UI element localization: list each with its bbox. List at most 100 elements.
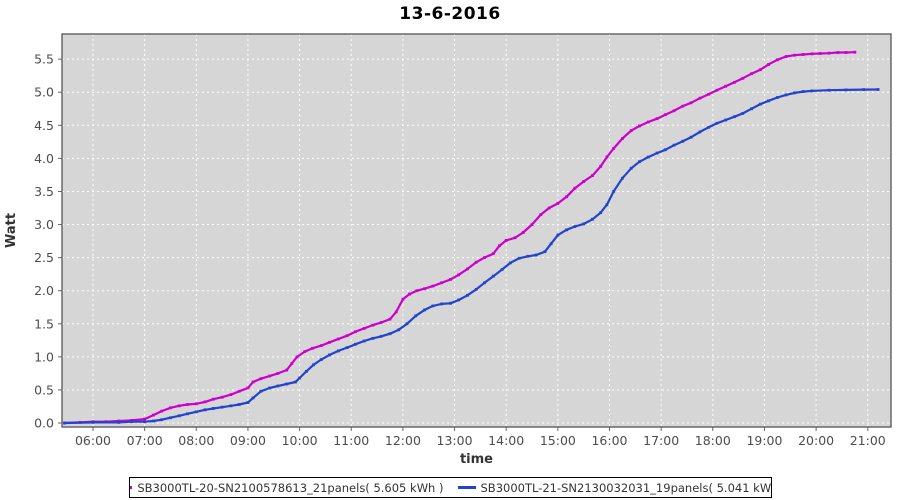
series-0-marker-47 (474, 260, 478, 264)
series-0-marker-16 (229, 393, 233, 396)
series-1-marker-70 (689, 135, 693, 139)
series-0-marker-87 (810, 52, 814, 56)
series-0-marker-51 (504, 239, 508, 242)
x-tick-label-11: 17:00 (643, 433, 679, 448)
y-tick-label-9: 4.5 (34, 118, 54, 133)
series-0-marker-23 (285, 368, 289, 372)
series-1-marker-78 (758, 102, 762, 106)
series-0-marker-54 (530, 223, 534, 226)
series-1-marker-82 (793, 91, 796, 95)
chart-canvas: 0.0 0.5 1.0 1.5 2.0 2.5 3.0 3.5 4.0 4.5 5.0 5.5 06:0… (4, 33, 892, 467)
series-0-marker-61 (591, 174, 594, 177)
series-1-marker-61 (612, 190, 616, 193)
series-1-marker-64 (638, 160, 641, 164)
series-0-marker-32 (353, 330, 357, 334)
series-1-marker-32 (371, 336, 375, 340)
x-tick-label-13: 19:00 (746, 433, 782, 448)
y-tick-label-2: 1.0 (34, 349, 54, 364)
series-0-marker-14 (211, 397, 215, 401)
series-1-marker-58 (591, 217, 594, 221)
series-0-marker-56 (547, 206, 551, 210)
series-0-marker-74 (698, 96, 702, 100)
series-0-marker-34 (371, 323, 375, 327)
series-1-marker-79 (767, 99, 770, 103)
x-tick-label-15: 21:00 (850, 433, 886, 448)
series-1-marker-67 (663, 148, 667, 152)
series-1-marker-36 (405, 322, 409, 326)
y-tick-label-8: 4.0 (34, 151, 54, 166)
series-0-marker-42 (431, 284, 435, 288)
series-1-marker-51 (534, 253, 538, 257)
series-0-marker-71 (672, 109, 676, 113)
series-1-marker-88 (876, 88, 880, 91)
series-0-marker-86 (801, 53, 805, 56)
series-0-marker-92 (853, 50, 857, 54)
series-1-marker-33 (379, 334, 383, 338)
series-1-marker-74 (724, 118, 728, 122)
series-1-marker-55 (565, 228, 569, 232)
x-tick-label-14: 20:00 (798, 433, 834, 448)
series-1-marker-35 (397, 328, 401, 332)
series-1-marker-6 (160, 418, 164, 422)
series-1-marker-68 (672, 143, 676, 147)
series-0-marker-90 (836, 51, 840, 54)
series-0-marker-39 (408, 292, 412, 296)
series-0-marker-75 (707, 92, 711, 96)
series-0-marker-43 (440, 281, 444, 285)
series-0-marker-76 (715, 88, 719, 92)
series-0-marker-12 (194, 402, 198, 406)
x-tick-label-9: 15:00 (540, 433, 576, 448)
series-1-marker-48 (508, 261, 512, 265)
series-1-marker-13 (220, 405, 224, 409)
series-1-marker-44 (474, 287, 478, 291)
series-1-marker-41 (449, 301, 452, 305)
series-1-marker-4 (143, 420, 147, 424)
series-1-marker-22 (294, 380, 297, 384)
series-0-marker-7 (152, 413, 155, 417)
series-1-marker-80 (775, 96, 779, 99)
series-0-marker-8 (160, 409, 164, 413)
series-0-marker-55 (539, 213, 543, 217)
series-1-marker-46 (491, 274, 495, 278)
series-0-marker-10 (177, 404, 181, 408)
series-1-marker-17 (251, 396, 255, 400)
series-0-marker-30 (336, 337, 340, 341)
series-0-marker-77 (724, 84, 728, 88)
series-1-marker-47 (500, 268, 504, 271)
series-0-marker-53 (521, 231, 525, 234)
series-0-marker-40 (415, 289, 419, 293)
series-0-marker-28 (319, 344, 323, 348)
series-0-marker-15 (220, 395, 224, 399)
series-0-marker-58 (565, 195, 569, 199)
series-1-marker-5 (152, 419, 155, 423)
x-tick-label-2: 08:00 (178, 433, 214, 448)
series-0-marker-63 (605, 155, 609, 159)
series-0-marker-80 (750, 72, 753, 76)
series-1-marker-86 (844, 88, 848, 92)
series-0-marker-67 (638, 124, 641, 128)
series-0-marker-64 (612, 147, 616, 150)
series-1-marker-37 (414, 314, 418, 318)
series-1-marker-83 (801, 90, 805, 93)
legend-box: SB3000TL-20-SN2100578613_21panels( 5.605… (129, 477, 772, 498)
chart-title: 13-6-2016 (399, 4, 501, 24)
series-0-marker-48 (483, 256, 486, 260)
x-tick-label-5: 11:00 (333, 433, 369, 448)
series-0-marker-36 (388, 317, 392, 321)
series-0-marker-41 (423, 287, 426, 291)
series-1-marker-1 (91, 420, 95, 424)
series-1-marker-72 (707, 125, 711, 129)
series-1-marker-27 (328, 353, 331, 357)
series-0-marker-85 (793, 53, 796, 57)
series-1-marker-14 (229, 404, 233, 408)
series-1-marker-52 (543, 250, 547, 254)
series-1-marker-75 (733, 115, 736, 119)
series-1-marker-25 (312, 363, 315, 367)
legend-swatch-series-1 (457, 486, 476, 489)
series-1-marker-19 (268, 386, 272, 390)
series-0-marker-84 (784, 55, 788, 58)
series-1-marker-20 (276, 384, 280, 388)
legend-label-series-1: SB3000TL-21-SN2130032031_19panels( 5.041… (480, 480, 772, 495)
legend-swatch-series-0 (130, 486, 133, 489)
series-1-marker-81 (784, 93, 788, 97)
